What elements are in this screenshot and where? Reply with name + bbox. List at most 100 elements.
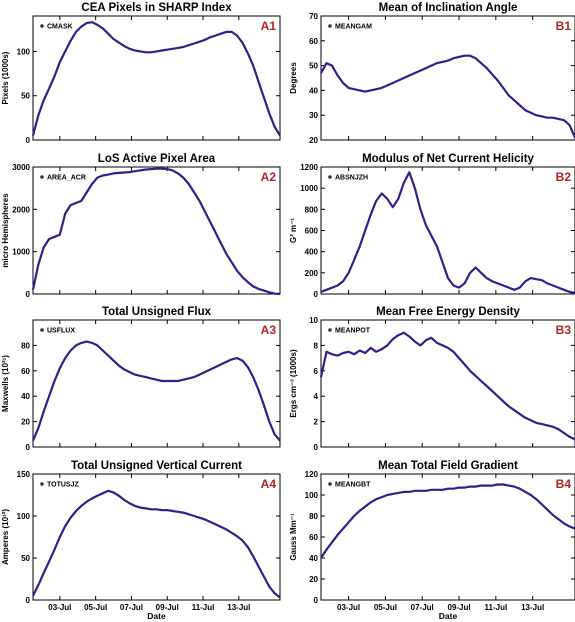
y-tick-label: 800 [305,205,319,214]
legend-label: MEANPOT [335,328,371,335]
y-tick-label: 0 [26,443,31,452]
y-tick-label: 1200 [300,163,318,172]
y-tick-label: 1000 [12,248,30,257]
y-tick-label: 100 [305,491,319,500]
panel-a3: Total Unsigned Flux 0 20 40 60 80 Maxwells (10… [1,306,281,452]
panel-b1: Mean of Inclination Angle 20 30 40 50 60 70 Deg… [289,2,575,145]
plot-frame [320,319,575,448]
x-tick-label: 13-Jul [227,603,250,612]
y-tick-label: 40 [309,554,318,563]
legend-label: TOTUSJZ [47,482,79,489]
series-line [320,483,575,559]
plot-frame [32,166,281,295]
panel-title: Mean of Inclination Angle [379,2,518,14]
y-axis-label: micro Hemispheres [1,193,10,268]
legend-marker [328,328,332,332]
legend-marker [40,24,44,28]
y-tick-label: 50 [21,554,30,563]
y-tick-label: 0 [26,136,31,145]
x-tick-label: 05-Jul [374,603,397,612]
y-tick-label: 4 [314,392,319,401]
panel-title: CEA Pixels in SHARP Index [81,2,232,14]
panel-tag: B4 [556,477,572,491]
y-axis-label: Gauss Mm⁻¹ [289,513,298,561]
y-tick-label: 20 [309,136,318,145]
y-tick-label: 50 [21,92,30,101]
y-tick-label: 0 [26,596,31,605]
panel-title: Total Unsigned Flux [102,306,212,318]
y-axis-label: Degrees [289,62,298,94]
y-tick-label: 0 [314,443,319,452]
y-tick-label: 200 [305,269,319,278]
y-tick-label: 40 [21,392,30,401]
x-tick-label: 07-Jul [120,603,143,612]
panel-tag: B3 [556,323,572,337]
series-line [31,340,281,442]
panel-tag: A4 [261,477,277,491]
panel-a2: LoS Active Pixel Area 0 1000 2000 3000 micro … [1,153,281,299]
legend-label: CMASK [47,24,73,31]
y-tick-label: 60 [309,533,318,542]
series-line [319,331,575,441]
legend-marker [328,482,332,486]
x-tick-label: 05-Jul [84,603,107,612]
legend-marker [328,24,332,28]
y-axis-label: Pixels (1000s) [1,51,10,104]
plot-frame [32,319,281,448]
legend-label: AREA_ACR [47,175,86,182]
panel-b4: Mean Total Field Gradient 0 20 40 60 80 100 120… [289,460,575,621]
y-tick-label: 60 [21,367,30,376]
legend-marker [40,175,44,179]
legend-label: MEANGBT [335,482,371,489]
panel-b2: Modulus of Net Current Helicity 0 200 400 60… [289,153,575,299]
series-line [320,54,575,138]
y-tick-label: 70 [309,12,318,21]
series-line [31,21,281,137]
legend-marker [40,328,44,332]
x-tick-label: 09-Jul [447,603,470,612]
series-line [31,167,281,296]
plot-frame [320,473,575,601]
y-tick-label: 80 [21,341,30,350]
plot-frame [32,15,281,141]
y-tick-label: 400 [305,248,319,257]
y-tick-label: 100 [17,47,31,56]
legend-label: USFLUX [47,328,75,335]
y-axis-label: Amperes (10¹²) [1,509,10,565]
y-tick-label: 20 [309,575,318,584]
y-tick-label: 0 [26,290,31,299]
panel-tag: A3 [261,323,277,337]
panel-a1: CEA Pixels in SHARP Index 0 50 100 Pixels (1… [1,2,281,145]
panel-tag: B1 [556,19,572,33]
x-tick-label: 03-Jul [48,603,71,612]
x-tick-label: 13-Jul [521,603,544,612]
y-tick-label: 100 [17,512,31,521]
x-tick-label: 11-Jul [485,603,508,612]
y-tick-label: 80 [309,512,318,521]
y-tick-label: 20 [21,418,30,427]
y-tick-label: 3000 [12,163,30,172]
y-tick-label: 2 [314,418,319,427]
panel-tag: B2 [556,170,572,184]
y-axis-label: G² m⁻¹ [289,218,298,243]
x-axis-label: Date [439,611,458,621]
legend-label: MEANGAM [335,24,372,31]
legend-label: ABSNJZH [335,175,368,182]
y-axis-label: Ergs cm⁻³ (1000s) [289,349,298,418]
legend-marker [40,482,44,486]
y-tick-label: 50 [309,62,318,71]
panel-tag: A2 [261,170,277,184]
y-axis-label: Maxwells (10²¹) [1,355,10,412]
panel-title: Mean Free Energy Density [376,306,520,318]
panel-a4: Total Unsigned Vertical Current 0 50 100 150… [1,460,281,621]
x-tick-label: 11-Jul [192,603,215,612]
panel-title: Mean Total Field Gradient [378,460,518,472]
x-tick-label: 07-Jul [411,603,434,612]
plot-frame [32,473,281,601]
panel-title: LoS Active Pixel Area [98,153,216,165]
panel-title: Modulus of Net Current Helicity [362,153,534,165]
y-tick-label: 0 [314,596,319,605]
series-line [320,171,575,294]
x-tick-label: 09-Jul [156,603,179,612]
